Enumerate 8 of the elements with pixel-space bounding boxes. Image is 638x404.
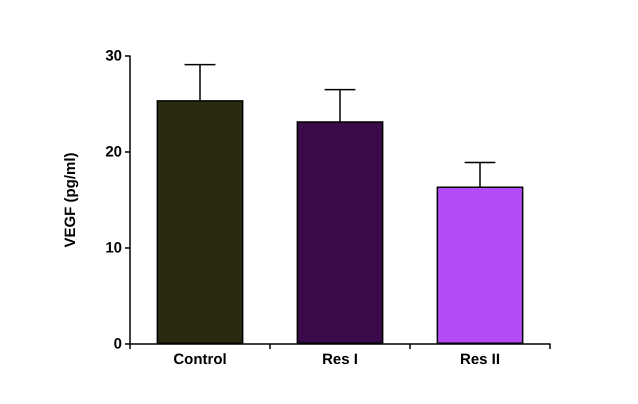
y-tick-label: 30 <box>105 48 122 64</box>
x-tick-label: Control <box>173 351 227 368</box>
x-tick-label: Res I <box>322 351 358 368</box>
y-tick-label: 10 <box>105 240 122 256</box>
y-tick-label: 0 <box>114 336 122 352</box>
y-axis-title: VEGF (pg/ml) <box>62 152 79 248</box>
x-tick-label: Res II <box>460 351 500 368</box>
y-tick-label: 20 <box>105 144 122 160</box>
